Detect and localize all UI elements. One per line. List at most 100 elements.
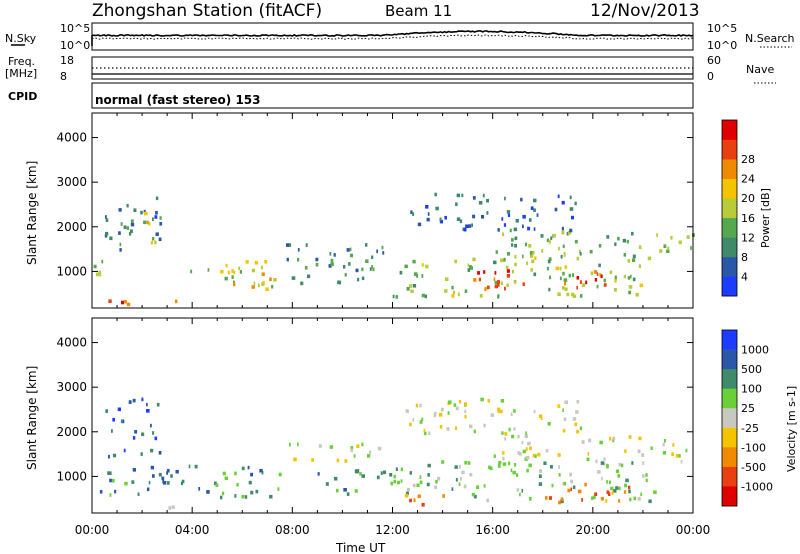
echo-cell [581,283,586,287]
echo-cell [532,453,535,458]
echo-cell [522,282,525,286]
echo-cell [99,272,102,277]
ytick-label: 4000 [56,131,87,145]
velocity-yaxis: 1000 2000 3000 4000 [56,336,693,483]
echo-cell [156,402,160,407]
echo-cell [533,198,537,203]
echo-cell [318,444,322,448]
echo-cell [525,455,530,460]
echo-cell [154,436,158,441]
echo-cell [459,399,462,404]
echo-cell [453,403,457,407]
echo-cell [628,290,631,295]
echo-cell [548,240,551,244]
echo-cell [251,268,256,273]
echo-cell [562,428,566,433]
echo-cell [599,440,603,445]
echo-cell [315,262,319,267]
echo-cell [597,470,601,474]
colorbar-tick-label: -1000 [741,480,773,493]
echo-cell [628,285,633,289]
echo-cell [579,249,581,254]
echo-cell [540,234,544,238]
echo-cell [170,474,173,478]
echo-cell [690,246,692,250]
echo-cell [502,232,505,237]
echo-cell [489,466,493,471]
echo-cell [569,195,572,200]
echo-cell [108,454,110,459]
colorbar-swatch [722,447,737,468]
echo-cell [566,292,570,297]
echo-cell [675,454,679,458]
echo-cell [354,489,358,493]
echo-cell [572,485,576,490]
echo-cell [241,494,245,499]
echo-cell [417,222,422,227]
echo-cell [120,222,123,226]
echo-cell [509,228,512,233]
echo-cell [315,257,319,262]
echo-cell [105,218,109,222]
echo-cell [563,417,567,422]
colorbar-tick-label: -100 [741,441,766,454]
nsky-tick-top: 10^5 [60,22,90,35]
echo-cell [552,233,556,238]
echo-cell [613,489,617,493]
echo-cell [463,227,467,232]
echo-cell [531,259,535,264]
echo-cell [513,427,516,431]
echo-cell [442,494,445,498]
echo-cell [297,257,300,262]
echo-cell [506,210,511,214]
echo-cell [631,461,634,465]
echo-cell [608,480,611,485]
echo-cell [486,498,490,503]
echo-cell [130,229,133,233]
echo-cell [625,478,629,483]
echo-cell [152,431,155,435]
echo-cell [585,280,588,285]
echo-cell [609,436,612,441]
echo-cell [409,284,412,288]
colorbar-swatch [722,349,737,370]
colorbar-tick-label: 25 [741,402,755,415]
echo-cell [650,446,653,450]
echo-cell [494,284,498,289]
echo-cell [558,473,561,477]
echo-cell [421,274,424,278]
echo-cell [569,207,574,211]
colorbar-swatch [722,427,737,448]
echo-cell [487,285,490,290]
echo-cell [562,408,564,412]
echo-cell [524,434,528,438]
echo-cell [338,280,342,285]
echo-cell [476,485,480,489]
echo-cell [511,238,514,242]
echo-cell [561,226,564,231]
echo-cell [198,487,201,491]
echo-cell [114,489,117,494]
echo-cell [424,431,427,436]
echo-cell [596,272,599,276]
echo-cell [126,302,131,307]
echo-cell [561,200,565,205]
echo-cell [628,435,632,439]
echo-cell [504,437,506,441]
echo-cell [659,249,663,253]
echo-cell [606,480,608,484]
echo-cell [640,492,643,497]
xtick-label: 12:00 [375,523,410,537]
echo-cell [427,473,430,477]
echo-cell [510,412,513,417]
echo-cell [581,498,584,502]
echo-cell [645,478,648,483]
echo-cell [550,236,553,240]
echo-cell [148,222,151,226]
echo-cell [250,472,253,477]
colorbar-tick-label: 500 [741,363,762,376]
echo-cell [550,465,553,469]
echo-cell [330,262,334,267]
echo-cell [141,432,145,437]
echo-cell [574,239,578,244]
